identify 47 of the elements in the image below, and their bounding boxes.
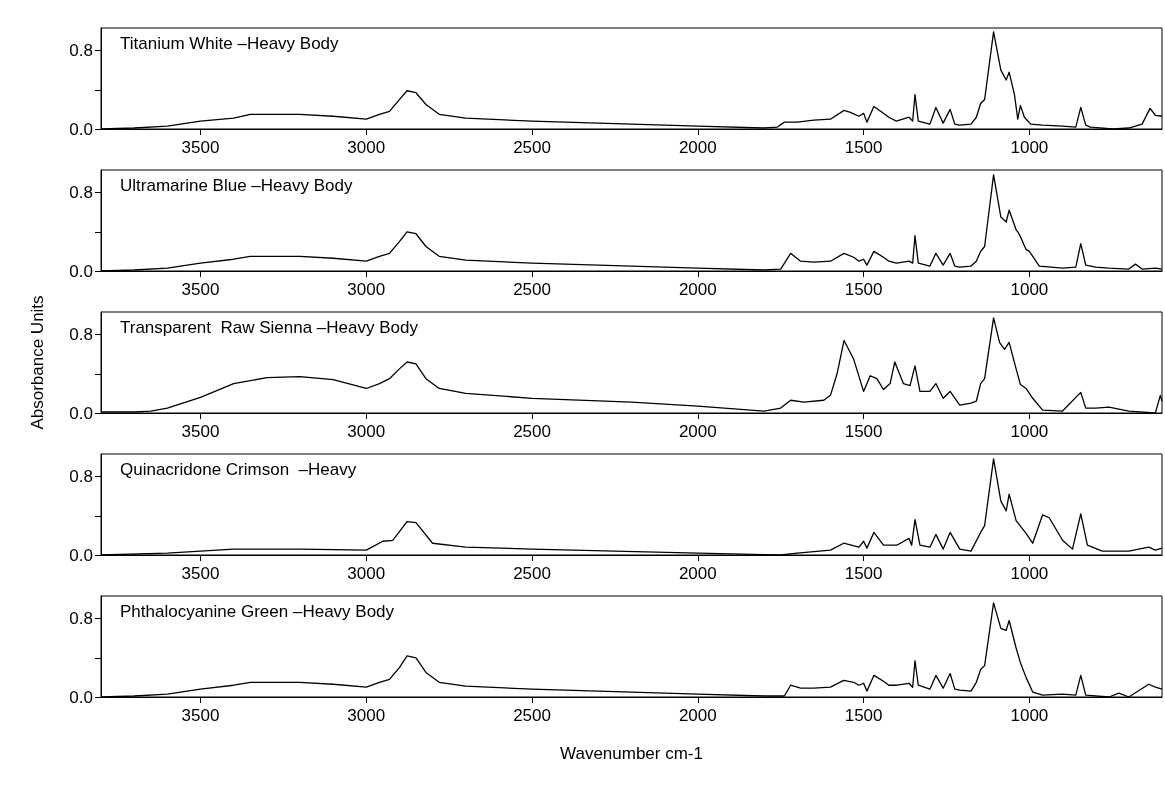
x-tick-label: 2000 <box>678 280 717 299</box>
x-tick-label: 1500 <box>844 564 883 583</box>
x-tick-label: 1500 <box>844 138 883 157</box>
x-axis-title: Wavenumber cm-1 <box>560 744 703 763</box>
x-tick-label: 1000 <box>1010 280 1049 299</box>
y-tick-label: 0.0 <box>69 403 93 423</box>
y-axis-title: Absorbance Units <box>28 295 47 430</box>
x-tick-label: 2500 <box>513 422 551 441</box>
x-tick-label: 1000 <box>1010 706 1049 725</box>
y-tick-label: 0.8 <box>69 467 93 487</box>
x-tick-label: 2500 <box>513 706 551 725</box>
chart-title: Ultramarine Blue –Heavy Body <box>120 176 353 195</box>
y-tick-label: 0.8 <box>69 325 93 345</box>
y-tick-label: 0.0 <box>69 545 93 565</box>
x-tick-label: 1500 <box>844 706 883 725</box>
x-tick-label: 2500 <box>513 280 551 299</box>
x-tick-label: 1000 <box>1010 138 1049 157</box>
x-tick-label: 1000 <box>1010 564 1049 583</box>
x-tick-label: 3500 <box>181 280 220 299</box>
x-tick-label: 1500 <box>844 280 883 299</box>
x-tick-label: 2500 <box>513 138 551 157</box>
y-tick-label: 0.0 <box>69 261 93 281</box>
x-tick-label: 2500 <box>513 564 551 583</box>
x-tick-label: 1500 <box>844 422 883 441</box>
x-tick-label: 3000 <box>347 280 386 299</box>
chart-title: Phthalocyanine Green –Heavy Body <box>120 602 395 621</box>
x-tick-label: 3500 <box>181 138 220 157</box>
chart-title: Titanium White –Heavy Body <box>120 34 340 53</box>
y-tick-label: 0.8 <box>69 609 93 629</box>
x-tick-label: 1000 <box>1010 422 1049 441</box>
y-tick-label: 0.0 <box>69 119 93 139</box>
x-tick-label: 2000 <box>678 706 717 725</box>
x-tick-label: 2000 <box>678 564 717 583</box>
x-tick-label: 3500 <box>181 422 220 441</box>
x-tick-label: 3000 <box>347 422 386 441</box>
x-tick-label: 3500 <box>181 564 220 583</box>
x-tick-label: 3000 <box>347 564 386 583</box>
x-tick-label: 2000 <box>678 422 717 441</box>
y-tick-label: 0.8 <box>69 183 93 203</box>
chart-title: Quinacridone Crimson –Heavy <box>120 460 357 479</box>
y-tick-label: 0.8 <box>69 41 93 61</box>
x-tick-label: 2000 <box>678 138 717 157</box>
x-tick-label: 3000 <box>347 138 386 157</box>
x-tick-label: 3500 <box>181 706 220 725</box>
chart-title: Transparent Raw Sienna –Heavy Body <box>120 318 419 337</box>
x-tick-label: 3000 <box>347 706 386 725</box>
y-tick-label: 0.0 <box>69 687 93 707</box>
